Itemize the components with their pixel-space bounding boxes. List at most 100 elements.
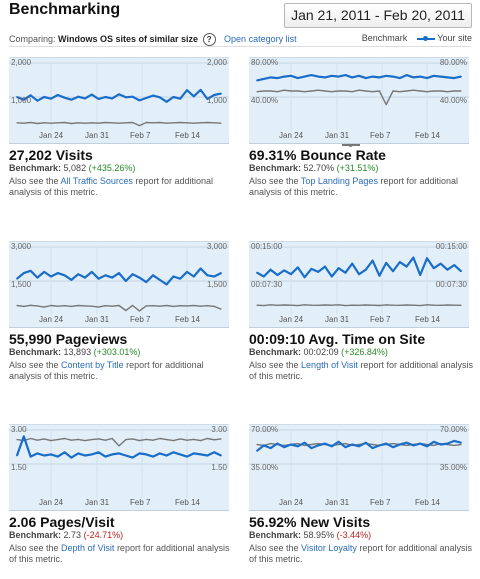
site-data-point (317, 75, 320, 78)
benchmark-data-point (213, 305, 215, 307)
site-data-point (439, 443, 442, 446)
site-data-point (296, 266, 299, 269)
site-data-point (90, 453, 93, 456)
metric-chart[interactable]: 3.00 3.00 1.50 1.50 Jan 24 Jan 31 Feb 7 Feb… (9, 424, 229, 511)
site-data-point (378, 76, 381, 79)
benchmark-line: Benchmark: 2.73 (-24.71%) (9, 530, 123, 540)
benchmark-data-point (179, 121, 181, 124)
benchmark-line: Benchmark: 5,082 (+435.26%) (9, 163, 135, 173)
site-data-point (165, 100, 168, 103)
metric-chart[interactable]: 80.00% 80.00% 40.00% 40.00% Jan 24 Jan 31… (249, 57, 469, 144)
site-data-point (371, 259, 374, 262)
site-data-point (145, 453, 148, 456)
open-category-list-link[interactable]: Open category list (224, 34, 297, 44)
metric-chart[interactable]: 3,000 3,000 1,500 1,500 Jan 24 Jan 31 Feb … (9, 241, 229, 328)
y-axis-top-label-left: 00:15:00 (251, 242, 283, 251)
benchmark-line: Benchmark: 58.95% (-3.44%) (249, 530, 371, 540)
chart-legend: Benchmark Your site (341, 33, 472, 147)
site-data-point (36, 452, 39, 455)
site-data-point (179, 97, 182, 100)
benchmark-data-point (433, 90, 435, 92)
metric-title: 00:09:10 Avg. Time on Site (249, 331, 426, 347)
benchmark-value: 13,893 (63, 347, 92, 357)
site-data-point (446, 442, 449, 445)
benchmark-data-point (412, 304, 414, 306)
metric-title: 27,202 Visits (9, 147, 93, 163)
site-legend-icon (417, 35, 436, 43)
site-data-point (158, 278, 161, 281)
site-data-point (351, 262, 354, 265)
benchmark-data-point (433, 444, 435, 447)
site-data-point (138, 276, 141, 279)
site-data-point (460, 441, 462, 444)
benchmark-data-point (372, 443, 374, 446)
benchmark-change: (-3.44%) (336, 530, 372, 540)
site-data-point (262, 444, 265, 447)
site-data-point (412, 256, 415, 259)
report-link[interactable]: Length of Visit (301, 360, 358, 370)
benchmark-data-point (16, 122, 18, 124)
x-tick-label: Jan 24 (279, 131, 304, 140)
site-data-point (303, 441, 306, 444)
benchmark-data-point (104, 305, 106, 307)
benchmark-data-point (36, 439, 38, 441)
y-axis-top-label-left: 3.00 (11, 425, 27, 434)
benchmark-data-point (331, 304, 333, 306)
benchmark-data-point (460, 90, 462, 92)
benchmark-data-point (338, 304, 340, 306)
report-link[interactable]: All Traffic Sources (60, 176, 133, 186)
report-link[interactable]: Visitor Loyalty (301, 543, 357, 553)
benchmark-data-point (270, 443, 272, 445)
metric-chart[interactable]: 00:15:00 00:15:00 00:07:30 00:07:30 Jan … (249, 241, 469, 328)
x-tick-label: Feb 14 (415, 315, 440, 324)
x-tick-label: Jan 24 (39, 498, 64, 507)
report-link[interactable]: Top Landing Pages (300, 176, 378, 186)
see-also-text: Also see the All Traffic Sources report … (9, 176, 234, 198)
site-data-point (43, 454, 46, 457)
site-data-point (63, 96, 66, 99)
site-data-point (152, 274, 154, 277)
benchmark-data-point (77, 438, 79, 440)
report-link[interactable]: Content by Title (61, 360, 124, 370)
benchmark-data-point (283, 89, 285, 91)
help-icon[interactable]: ? (202, 33, 216, 46)
benchmark-data-point (118, 304, 120, 307)
site-data-point (371, 447, 374, 450)
see-also-text: Also see the Top Landing Pages report fo… (249, 176, 474, 198)
benchmark-line: Benchmark: 52.70% (+31.51%) (249, 163, 378, 173)
benchmark-data-point (283, 304, 285, 306)
benchmark-data-point (310, 90, 312, 92)
metric-chart[interactable]: 2,000 2,000 1,000 1,000 Jan 24 Jan 31 Feb … (9, 57, 229, 144)
benchmark-data-point (193, 122, 195, 124)
y-axis-mid-label-left: 1,000 (11, 96, 32, 105)
x-tick-label: Feb 14 (175, 131, 200, 140)
benchmark-data-point (324, 90, 326, 92)
site-data-point (172, 451, 175, 454)
benchmark-data-point (365, 90, 367, 92)
benchmark-data-point (84, 305, 86, 307)
benchmark-data-point (399, 91, 401, 93)
benchmark-data-point (200, 122, 202, 124)
benchmark-data-point (351, 304, 353, 306)
site-data-point (453, 439, 456, 442)
metric-chart[interactable]: 70.00% 70.00% 35.00% 35.00% Jan 24 Jan 31… (249, 424, 469, 511)
benchmark-data-point (186, 122, 188, 124)
line-chart-svg (9, 429, 229, 498)
benchmark-data-point (419, 304, 421, 307)
report-link[interactable]: Depth of Visit (61, 543, 115, 553)
site-data-point (358, 445, 360, 448)
see-also-suffix: report for additional analysis of this m… (249, 360, 473, 381)
benchmark-data-point (159, 305, 161, 307)
site-data-point (152, 455, 154, 458)
date-range-picker[interactable]: Jan 21, 2011 - Feb 20, 2011 (284, 3, 472, 28)
line-chart-svg (249, 429, 469, 498)
benchmark-label: Benchmark: (249, 530, 302, 540)
site-data-point (256, 79, 258, 82)
benchmark-change: (-24.71%) (83, 530, 124, 540)
site-data-point (324, 442, 326, 445)
benchmark-data-point (152, 439, 154, 441)
benchmark-change: (+31.51%) (336, 163, 379, 173)
site-series-line (16, 88, 222, 103)
benchmark-data-point (290, 90, 292, 92)
site-data-point (158, 452, 161, 455)
